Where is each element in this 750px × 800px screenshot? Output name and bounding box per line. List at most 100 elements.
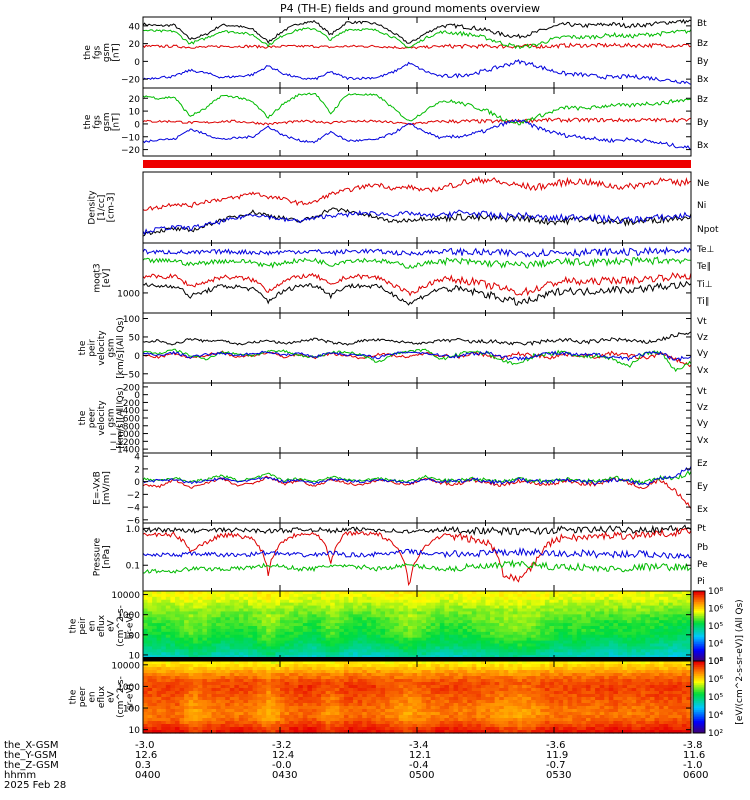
heatmap-cell [234,694,240,698]
series-line [142,546,692,560]
heatmap-cell [471,591,477,595]
heatmap-cell [261,623,267,627]
heatmap-cell [585,646,592,650]
heatmap-cell [216,682,222,686]
heatmap-cell [604,596,610,601]
heatmap-cell [234,634,240,639]
heatmap-cell [257,646,263,650]
heatmap-cell [339,646,345,650]
heatmap-cell [206,652,213,656]
heatmap-cell [439,664,445,668]
heatmap-cell [444,626,450,630]
heatmap-cell [453,631,459,636]
heatmap-cell [316,649,322,653]
heatmap-cell [471,614,477,618]
heatmap-cell [512,591,519,595]
heatmap-cell [417,637,423,642]
heatmap-cell [289,694,295,698]
heatmap-cell [654,596,660,601]
heatmap-cell [316,643,322,648]
heatmap-cell [147,631,153,636]
heatmap-cell [403,730,409,734]
y-tick-label: −20 [121,146,140,156]
heatmap-cell [677,628,683,633]
heatmap-cell [307,673,313,677]
heatmap-cell [266,724,272,728]
heatmap-cell [152,670,158,674]
heatmap-cell [512,614,519,618]
heatmap-cell [599,643,605,648]
heatmap-cell [184,634,190,639]
heatmap-cell [544,634,551,639]
heatmap-cell [316,626,322,630]
heatmap-cell [252,700,258,704]
y-tick-label: −400 [115,407,140,417]
heatmap-cell [407,626,414,630]
heatmap-cell [640,611,646,615]
heatmap-cell [238,608,245,613]
heatmap-cell [216,661,222,665]
heatmap-cell [225,697,231,701]
heatmap-cell [339,617,345,621]
heatmap-cell [531,617,537,621]
heatmap-cell [663,617,669,621]
heatmap-cell [581,620,587,624]
heatmap-cell [453,608,459,613]
heatmap-cell [599,605,605,610]
heatmap-cell [261,646,267,650]
heatmap-cell [353,634,359,639]
heatmap-cell [248,679,254,683]
heatmap-cell [403,623,409,627]
heatmap-cell [544,637,551,642]
heatmap-cell [535,620,541,624]
heatmap-cell [549,623,555,627]
heatmap-cell [289,721,295,725]
heatmap-cell [581,599,587,604]
heatmap-cell [407,694,414,698]
heatmap-cell [380,628,386,633]
heatmap-cell [229,631,235,636]
heatmap-cell [193,691,199,695]
heatmap-cell [293,670,299,674]
heatmap-cell [435,697,441,701]
heatmap-cell [554,614,560,618]
heatmap-cell [681,591,688,595]
heatmap-cell [234,682,240,686]
heatmap-cell [407,617,414,621]
heatmap-cell [421,634,427,639]
heatmap-cell [640,652,646,656]
heatmap-cell [316,664,322,668]
heatmap-cell [540,652,546,656]
heatmap-cell [398,673,404,677]
heatmap-cell [439,706,445,710]
heatmap-cell [375,637,382,642]
heatmap-cell [549,614,555,618]
heatmap-cell [311,620,318,624]
heatmap-cell [165,721,171,725]
heatmap-cell [316,676,322,680]
heatmap-cell [184,664,190,668]
heatmap-cell [238,685,245,689]
heatmap-cell [216,697,222,701]
heatmap-cell [439,685,445,689]
heatmap-cell [476,643,482,648]
heatmap-cell [321,667,327,671]
heatmap-cell [563,591,569,595]
heatmap-cell [156,631,162,636]
heatmap-cell [156,649,162,653]
heatmap-cell [289,724,295,728]
heatmap-cell [540,596,546,601]
heatmap-cell [444,694,450,698]
heatmap-cell [471,611,477,615]
heatmap-cell [554,640,560,645]
heatmap-cell [385,640,391,645]
heatmap-cell [353,667,359,671]
heatmap-cell [581,593,587,598]
heatmap-cell [494,646,500,650]
heatmap-cell [681,605,688,610]
heatmap-cell [654,628,660,633]
heatmap-cell [508,649,514,653]
heatmap-cell [165,679,171,683]
heatmap-cell [421,605,427,610]
heatmap-cell [229,643,235,648]
